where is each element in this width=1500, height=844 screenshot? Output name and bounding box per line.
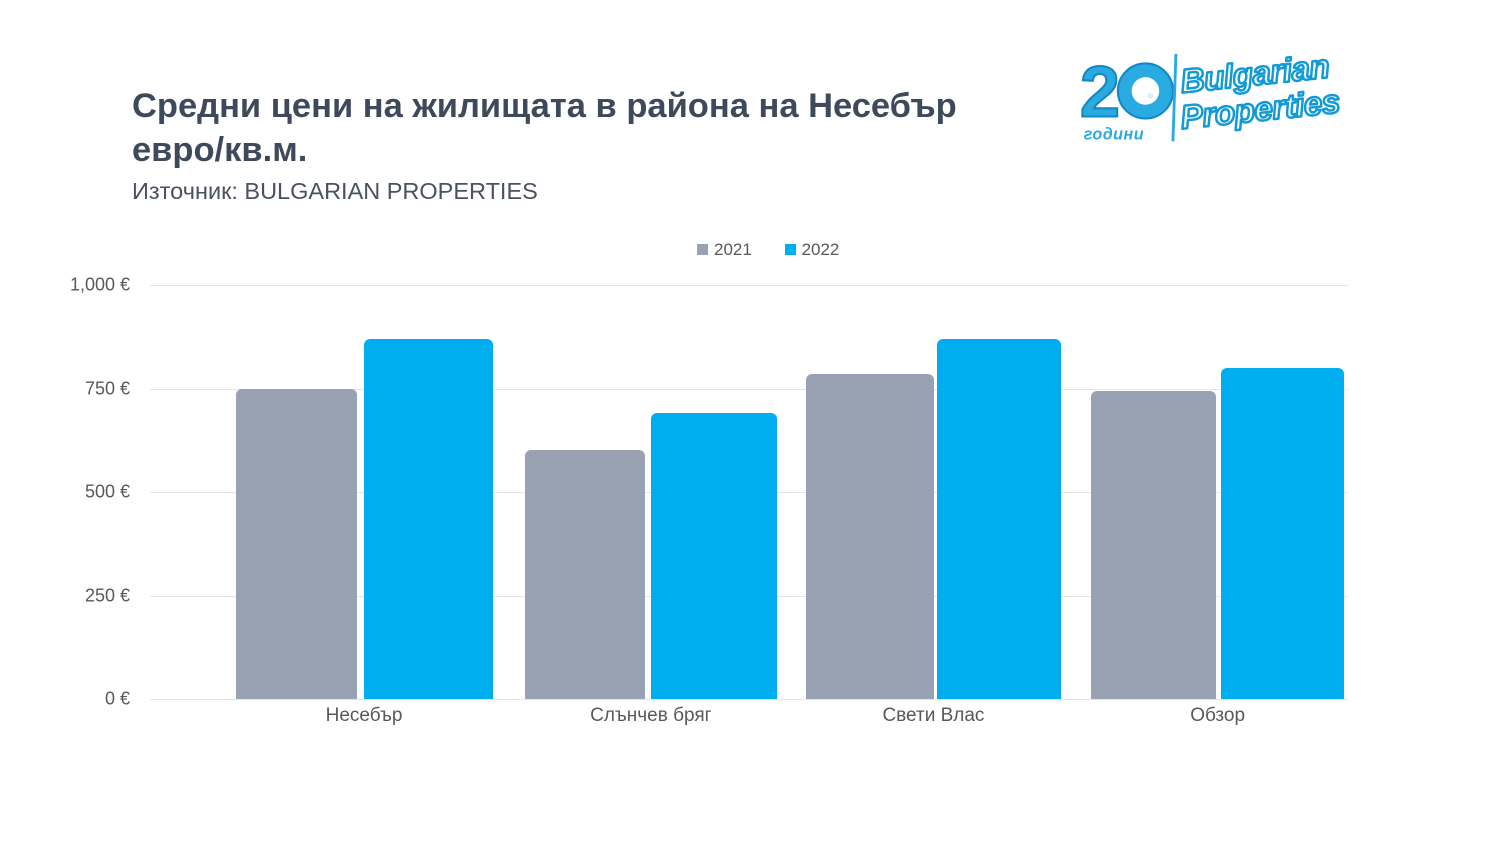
svg-text:2: 2 — [1080, 53, 1118, 133]
svg-text:години: години — [1084, 125, 1144, 143]
